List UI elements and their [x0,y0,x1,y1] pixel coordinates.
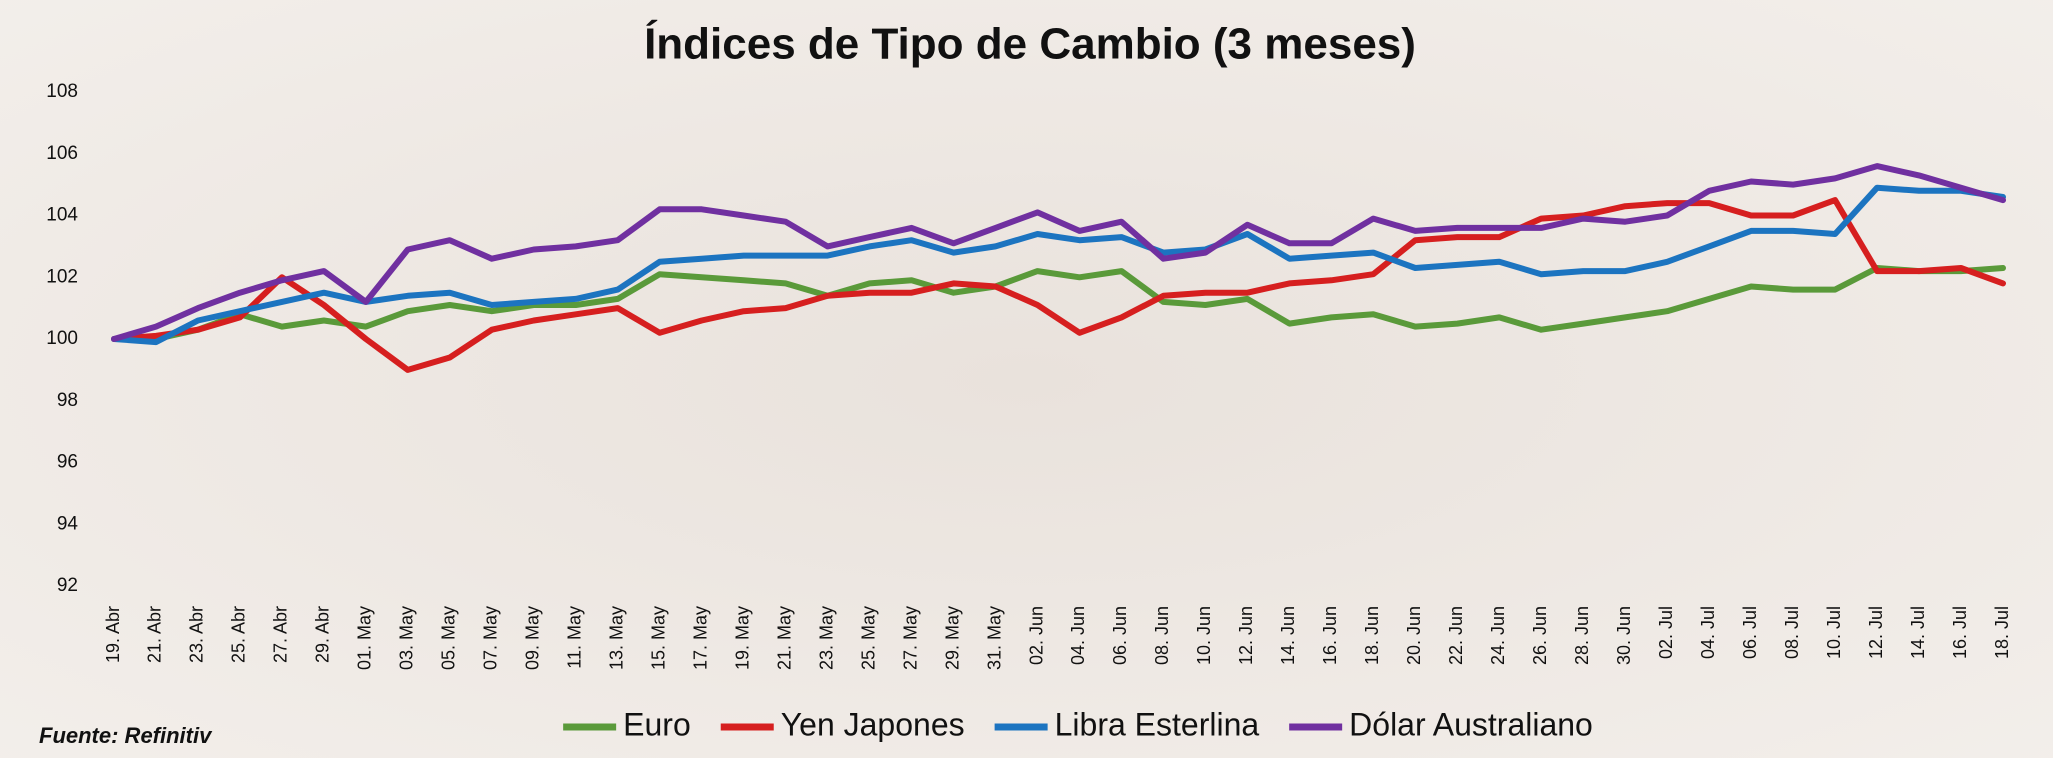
x-tick-label: 08. Jul [1782,606,1802,659]
x-tick-label: 05. May [439,606,459,670]
x-tick-label: 19. Abr [103,606,123,663]
x-tick-label: 18. Jul [1992,606,2012,659]
x-tick-label: 03. May [397,606,417,670]
x-tick-label: 22. Jun [1446,606,1466,665]
chart-title: Índices de Tipo de Cambio (3 meses) [644,19,1416,69]
x-tick-label: 16. Jun [1320,606,1340,665]
x-tick-label: 21. May [774,606,794,670]
x-tick-label: 15. May [648,606,668,670]
x-tick-label: 20. Jun [1404,606,1424,665]
x-tick-label: 13. May [606,606,626,670]
x-tick-label: 25. Abr [229,606,249,663]
legend-label: Euro [623,706,691,742]
x-tick-label: 18. Jun [1362,606,1382,665]
x-tick-label: 07. May [481,606,501,670]
x-tick-label: 21. Abr [145,606,165,663]
x-tick-label: 27. Abr [271,606,291,663]
x-tick-label: 27. May [900,606,920,670]
x-tick-label: 11. May [565,606,585,669]
x-tick-label: 08. Jun [1152,606,1172,665]
series-line [111,265,2006,342]
x-tick-label: 19. May [732,606,752,670]
series-line [111,163,2006,342]
x-tick-label: 23. May [816,606,836,670]
y-tick-label: 102 [46,266,78,287]
y-tick-label: 98 [57,390,78,411]
y-tick-label: 92 [57,575,78,596]
y-tick-label: 108 [46,81,78,102]
x-tick-label: 17. May [690,606,710,670]
legend-label: Libra Esterlina [1055,706,1260,742]
source-note: Fuente: Refinitiv [39,723,213,748]
x-tick-label: 10. Jun [1194,606,1214,665]
y-tick-label: 96 [57,452,78,473]
x-tick-label: 25. May [858,606,878,670]
x-tick-label: 28. Jun [1572,606,1592,665]
x-tick-label: 06. Jun [1110,606,1130,665]
x-tick-label: 12. Jul [1866,606,1886,659]
x-tick-label: 26. Jun [1530,606,1550,665]
legend-label: Yen Japones [781,706,965,742]
x-tick-label: 01. May [355,606,375,670]
x-tick-label: 06. Jul [1740,606,1760,659]
x-tick-label: 14. Jun [1278,606,1298,665]
x-tick-label: 12. Jun [1236,606,1256,665]
legend-label: Dólar Australiano [1349,706,1593,742]
x-tick-label: 16. Jul [1950,606,1970,659]
x-tick-label: 24. Jun [1488,606,1508,665]
x-tick-label: 29. May [942,606,962,670]
x-tick-label: 02. Jun [1026,606,1046,665]
x-tick-label: 23. Abr [187,606,207,663]
y-tick-label: 106 [46,143,78,164]
y-tick-label: 100 [46,328,78,349]
x-tick-label: 09. May [523,606,543,670]
x-tick-label: 30. Jun [1614,606,1634,665]
y-tick-label: 104 [46,205,78,226]
series-line [111,184,2006,346]
x-tick-label: 02. Jul [1656,606,1676,659]
x-tick-label: 04. Jun [1068,606,1088,665]
y-tick-label: 94 [57,513,79,534]
x-tick-label: 04. Jul [1698,606,1718,659]
x-tick-label: 29. Abr [313,606,333,663]
x-tick-label: 10. Jul [1824,606,1844,659]
x-tick-label: 14. Jul [1908,606,1928,659]
x-tick-label: 31. May [984,606,1004,670]
